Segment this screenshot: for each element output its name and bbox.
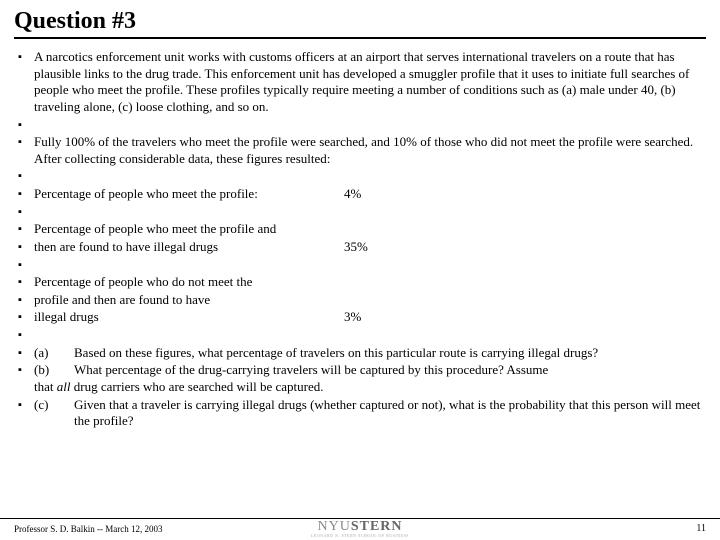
stat-label: profile and then are found to have	[34, 292, 706, 309]
bullet-icon: ▪	[14, 274, 34, 289]
bullet-item-empty: ▪	[14, 168, 706, 185]
question-letter: (a)	[34, 345, 74, 362]
bullet-item: ▪ Fully 100% of the travelers who meet t…	[14, 134, 706, 167]
stat-label: Percentage of people who meet the profil…	[34, 186, 344, 203]
footer-author-date: Professor S. D. Balkin -- March 12, 2003	[14, 524, 162, 534]
slide-content: ▪ A narcotics enforcement unit works wit…	[14, 49, 706, 430]
bullet-icon: ▪	[14, 257, 34, 272]
bullet-icon: ▪	[14, 309, 34, 324]
stat-label: Percentage of people who do not meet the	[34, 274, 706, 291]
bullet-item-empty: ▪	[14, 117, 706, 134]
bullet-icon: ▪	[14, 168, 34, 183]
stat-value: 3%	[344, 309, 706, 326]
bullet-item-empty: ▪	[14, 257, 706, 274]
stat-value: 35%	[344, 239, 706, 256]
bullet-icon: ▪	[14, 362, 34, 377]
question-text: Based on these figures, what percentage …	[74, 345, 706, 362]
question-letter: (c)	[34, 397, 74, 430]
bullet-icon: ▪	[14, 117, 34, 132]
question-text-continued: that all drug carriers who are searched …	[34, 379, 706, 396]
bullet-icon: ▪	[14, 327, 34, 342]
slide-title: Question #3	[14, 8, 706, 39]
stat-row: ▪ Percentage of people who do not meet t…	[14, 274, 706, 291]
stat-value: 4%	[344, 186, 706, 203]
page-number: 11	[696, 523, 706, 534]
question-letter: (b)	[34, 362, 74, 379]
question-text: What percentage of the drug-carrying tra…	[74, 362, 706, 379]
question-item-b: ▪ (b) What percentage of the drug-carryi…	[14, 362, 706, 395]
stat-label: Percentage of people who meet the profil…	[34, 221, 706, 238]
footer-logo: NYUSTERN LEONARD N. STERN SCHOOL OF BUSI…	[311, 520, 409, 538]
paragraph-text: A narcotics enforcement unit works with …	[34, 49, 706, 116]
stat-row: ▪ illegal drugs 3%	[14, 309, 706, 326]
bullet-item: ▪ A narcotics enforcement unit works wit…	[14, 49, 706, 116]
bullet-item-empty: ▪	[14, 204, 706, 221]
stat-row: ▪ Percentage of people who meet the prof…	[14, 186, 706, 203]
bullet-icon: ▪	[14, 204, 34, 219]
bullet-icon: ▪	[14, 345, 34, 360]
question-item-c: ▪ (c) Given that a traveler is carrying …	[14, 397, 706, 430]
bullet-icon: ▪	[14, 292, 34, 307]
stat-row: ▪ Percentage of people who meet the prof…	[14, 221, 706, 238]
question-item-a: ▪ (a) Based on these figures, what perce…	[14, 345, 706, 362]
slide: Question #3 ▪ A narcotics enforcement un…	[0, 0, 720, 540]
bullet-icon: ▪	[14, 221, 34, 236]
slide-footer: Professor S. D. Balkin -- March 12, 2003…	[0, 518, 720, 534]
question-text: Given that a traveler is carrying illega…	[74, 397, 706, 430]
bullet-item-empty: ▪	[14, 327, 706, 344]
stat-label: then are found to have illegal drugs	[34, 239, 344, 256]
stat-label: illegal drugs	[34, 309, 344, 326]
bullet-icon: ▪	[14, 397, 34, 412]
paragraph-text: Fully 100% of the travelers who meet the…	[34, 134, 706, 167]
bullet-icon: ▪	[14, 134, 34, 149]
stat-row: ▪ profile and then are found to have	[14, 292, 706, 309]
stat-row: ▪ then are found to have illegal drugs 3…	[14, 239, 706, 256]
bullet-icon: ▪	[14, 49, 34, 64]
bullet-icon: ▪	[14, 186, 34, 201]
bullet-icon: ▪	[14, 239, 34, 254]
